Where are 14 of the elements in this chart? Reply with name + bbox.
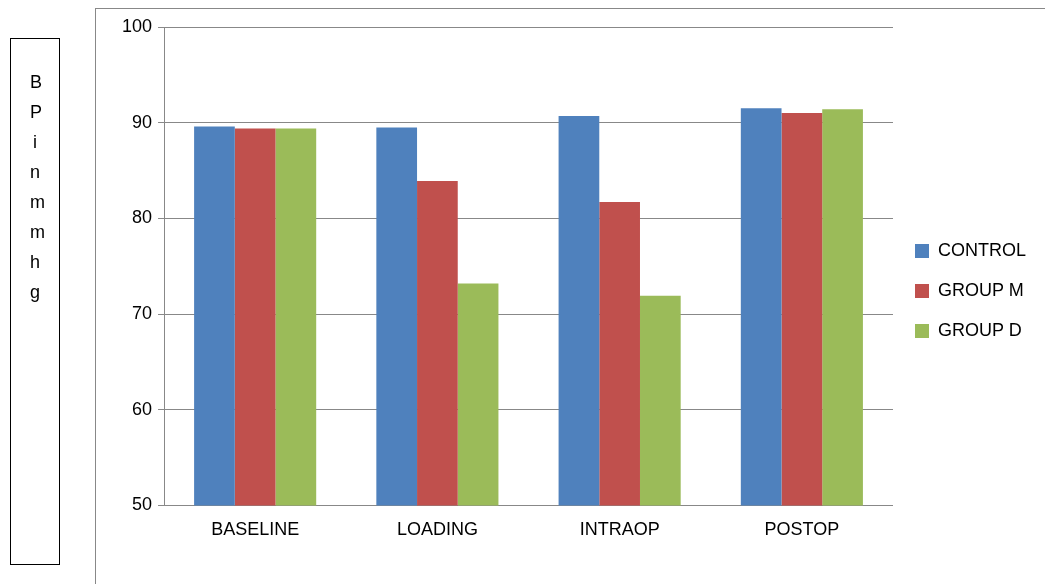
y-tick-label: 60 [132, 398, 153, 419]
y-tick-label: 100 [121, 15, 153, 36]
x-tick-label: BASELINE [211, 519, 300, 540]
y-tick-label: 90 [132, 111, 153, 132]
y-axis-title: BP in mmhg [30, 71, 45, 304]
x-tick-label: POSTOP [764, 519, 840, 540]
y-tick-label: 70 [132, 303, 153, 324]
y-tick-label: 50 [132, 494, 153, 515]
legend-label: GROUP M [938, 279, 1024, 300]
legend-label: GROUP D [938, 319, 1022, 340]
legend-label: CONTROL [938, 239, 1027, 260]
x-tick-label: INTRAOP [579, 519, 660, 540]
x-tick-label: LOADING [396, 519, 478, 540]
y-tick-label: 80 [132, 207, 153, 228]
